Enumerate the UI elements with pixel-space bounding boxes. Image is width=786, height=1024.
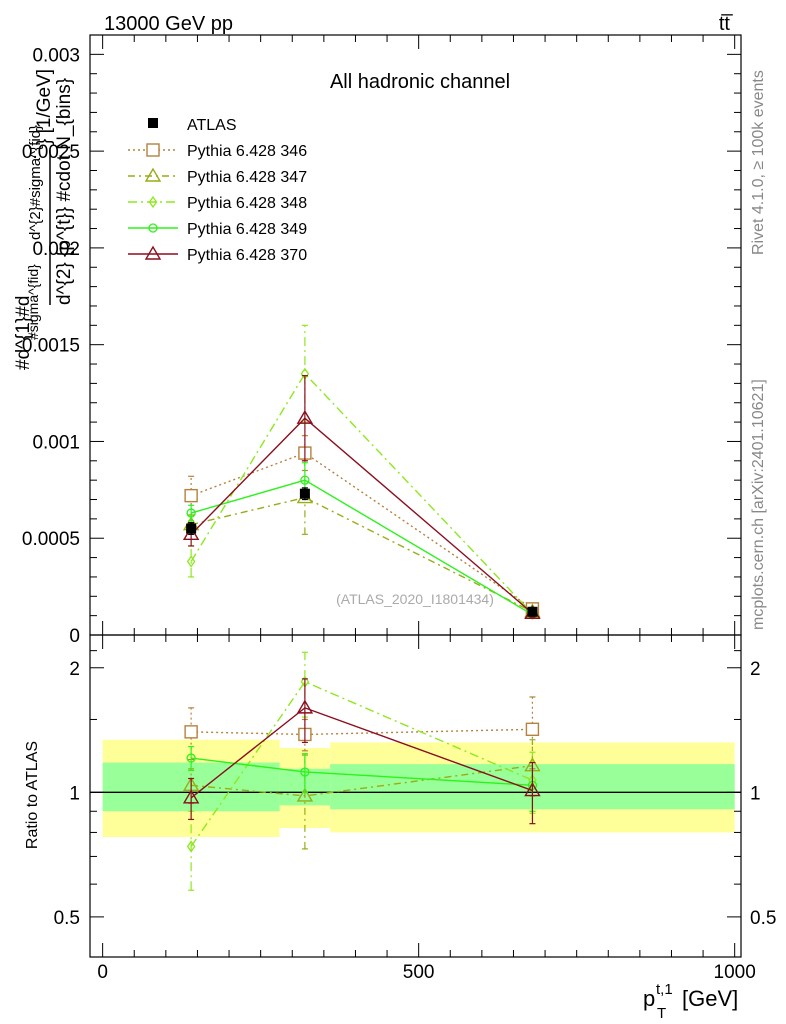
ratio-series-2-point-2 [296, 787, 314, 802]
ratio-y-axis-label: Ratio to ATLAS [24, 741, 41, 849]
ratio-series-1-point-3 [525, 722, 540, 737]
process-label: tt̅ [719, 13, 733, 35]
ratio-series-1-line [191, 728, 533, 736]
series-1-point-1 [184, 488, 198, 503]
ratio-series-3-point-1 [186, 840, 196, 853]
legend-entry-atlas: ATLAS [148, 117, 237, 134]
legend-atlas-label: ATLAS [187, 117, 237, 134]
chart-title: All hadronic channel [330, 71, 510, 93]
ratio-series-4-point-1 [186, 753, 196, 763]
series-3-point-1 [186, 555, 196, 568]
legend-entry-2: Pythia 6.428 347 [128, 167, 307, 186]
main-ytick-label-1: 0.0005 [22, 529, 80, 550]
main-ytick-label-4: 0.002 [32, 239, 80, 260]
ratio-series-5-point-3 [524, 782, 541, 797]
ylabel-line-2: #sigma^{fid} [25, 264, 41, 340]
main-ytick-label-2: 0.001 [32, 432, 80, 453]
ratio-series-5-errbar-3 [529, 761, 536, 825]
series-4-point-1 [186, 508, 196, 518]
ratio-ytick-label-left-1: 0.5 [54, 908, 80, 929]
legend: ATLAS Pythia 6.428 346 Pythia 6.428 347 Pyt… [128, 117, 307, 264]
legend-marker-4 [148, 223, 158, 233]
main-ytick-label-6: 0.003 [32, 45, 80, 66]
legend-marker-5 [144, 245, 162, 260]
atlas-point-3 [527, 606, 538, 617]
ratio-series-4-point-2 [300, 767, 310, 777]
legend-marker-1 [146, 143, 160, 157]
main-data-layer [182, 324, 541, 620]
ratio-ytick-label-right-3: 2 [750, 659, 761, 680]
ratio-series-5-errbar-2 [301, 678, 308, 744]
xtick-label-2: 500 [403, 962, 435, 983]
series-5-errbar-2 [301, 375, 308, 462]
ratio-series-2 [182, 739, 541, 850]
ylabel-line-1: #d^{1}#d [13, 296, 34, 370]
x-axis-label: p T t,1 [GeV] [643, 981, 738, 1022]
atlas-data [186, 487, 538, 617]
mcplots-label: mcplots.cern.ch [arXiv:2401.10621] [750, 379, 767, 630]
ratio-series-5-point-1 [182, 789, 200, 804]
series-5-point-2 [296, 409, 314, 424]
legend-label-2: Pythia 6.428 347 [187, 169, 307, 186]
legend-marker-2 [144, 167, 162, 182]
ratio-series-5 [182, 678, 541, 825]
series-4-errbar-1 [188, 504, 195, 522]
ratio-frame [89, 634, 742, 958]
ratio-axis-ticks: 0.5 0.5 1 1 2 2 0 500 1000 [54, 635, 776, 983]
main-panel: 0.0005 0.001 0.0015 0.002 0.0025 0.003 0 All h… [13, 34, 742, 647]
legend-entry-4: Pythia 6.428 349 [128, 221, 307, 238]
ratio-series-4-errbar-1 [188, 745, 195, 771]
ylabel-line-5: } [1/GeV] [34, 69, 55, 145]
legend-label-4: Pythia 6.428 349 [187, 221, 307, 238]
ylabel-line-3: d^{2}#sigma^{fid} [27, 125, 44, 240]
legend-atlas-marker [148, 118, 158, 128]
atlas-point-2 [299, 488, 310, 499]
main-ytick-label-5: 0.0025 [22, 142, 80, 163]
series-3-line [190, 372, 533, 615]
series-5 [182, 375, 541, 620]
series-3 [186, 324, 537, 620]
ratio-ytick-label-right-2: 1 [750, 783, 761, 804]
series-4-point-2 [300, 475, 310, 485]
main-y-axis-label: #d^{1}#d #sigma^{fid} d^{2}#sigma^{fid} … [13, 69, 75, 370]
main-ytick-label-7: 0 [69, 626, 80, 647]
energy-label: 13000 GeV pp [104, 13, 233, 35]
legend-label-1: Pythia 6.428 346 [187, 143, 307, 160]
legend-entry-3: Pythia 6.428 348 [128, 195, 307, 212]
xlabel-sup: t,1 [656, 981, 673, 998]
ratio-series-5-errbar-1 [188, 777, 195, 821]
ratio-ytick-label-left-2: 1 [69, 783, 80, 804]
legend-label-5: Pythia 6.428 370 [187, 247, 307, 264]
xlabel-unit: [GeV] [682, 986, 738, 1011]
series-2-line [190, 496, 533, 613]
xtick-label-3: 1000 [714, 962, 756, 983]
ratio-ytick-label-left-3: 2 [69, 659, 80, 680]
ratio-ytick-label-right-1: 0.5 [750, 908, 776, 929]
main-axis-ticks: 0.0005 0.001 0.0015 0.002 0.0025 0.003 0 [22, 34, 741, 647]
xtick-label-1: 0 [97, 962, 108, 983]
rivet-label: Rivet 4.1.0, ≥ 100k events [750, 70, 767, 255]
xlabel-main: p [643, 986, 655, 1011]
ratio-series-3-line [190, 680, 533, 847]
legend-entry-1: Pythia 6.428 346 [128, 143, 307, 160]
ratio-panel: 0.5 0.5 1 1 2 2 0 500 1000 Ratio to ATLAS p T t,… [24, 634, 776, 1022]
ratio-series-1-point-1 [184, 725, 198, 739]
main-ytick-label-3: 0.0015 [22, 336, 80, 357]
atlas-point-1 [186, 523, 197, 534]
analysis-watermark: (ATLAS_2020_I1801434) [336, 591, 494, 607]
legend-label-3: Pythia 6.428 348 [187, 195, 307, 212]
legend-entry-5: Pythia 6.428 370 [128, 245, 307, 264]
ratio-data-layer [90, 651, 741, 891]
xlabel-sub: T [657, 1005, 666, 1022]
ylabel-line-4: d^{2} {p^{t}} #cdot N_{bins} [54, 78, 75, 305]
ratio-series-5-point-2 [296, 699, 314, 714]
ratio-series-4-errbar-2 [301, 753, 308, 793]
legend-marker-3 [148, 195, 158, 209]
